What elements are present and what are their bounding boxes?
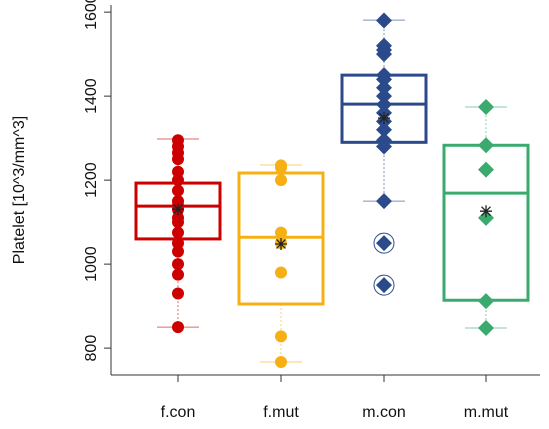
point: [275, 266, 287, 279]
mean-marker: [172, 203, 184, 216]
outlier-ring: [373, 274, 395, 296]
point: [172, 321, 184, 334]
point: [478, 161, 494, 178]
point: [172, 211, 184, 224]
outlier-ring: [373, 232, 395, 254]
point: [376, 132, 392, 149]
box: [340, 73, 428, 144]
point: [172, 134, 184, 147]
box: [442, 143, 530, 302]
point: [275, 226, 287, 239]
point: [275, 159, 287, 172]
point: [376, 79, 392, 96]
point: [275, 330, 287, 343]
point: [172, 287, 184, 300]
point: [172, 184, 184, 197]
box: [134, 181, 222, 241]
point: [376, 88, 392, 105]
mean-marker: [378, 111, 390, 124]
point: [376, 12, 392, 29]
y-tick-label: 800: [83, 335, 100, 362]
mean-marker: [480, 205, 492, 218]
x-tick-label: f.con: [161, 404, 196, 421]
y-tick-label: 1000: [83, 246, 100, 282]
point: [478, 209, 494, 226]
point: [275, 174, 287, 187]
point: [172, 165, 184, 178]
point: [376, 277, 392, 294]
point: [478, 319, 494, 336]
point: [172, 268, 184, 281]
point: [172, 258, 184, 271]
y-axis-label: Platelet [10^3/mm^3]: [11, 116, 28, 264]
point: [172, 245, 184, 258]
x-tick-label: m.con: [362, 404, 406, 421]
point: [172, 226, 184, 239]
point: [172, 195, 184, 208]
point: [478, 99, 494, 116]
point: [376, 193, 392, 210]
x-tick-label: m.mut: [464, 404, 509, 421]
x-tick-label: f.mut: [263, 404, 299, 421]
point: [376, 37, 392, 54]
point: [376, 121, 392, 138]
point: [275, 355, 287, 368]
mean-marker: [275, 237, 287, 250]
point: [376, 235, 392, 252]
y-tick-label: 1200: [83, 162, 100, 198]
y-tick-label: 1400: [83, 78, 100, 114]
y-tick-label: 1600: [83, 0, 100, 30]
